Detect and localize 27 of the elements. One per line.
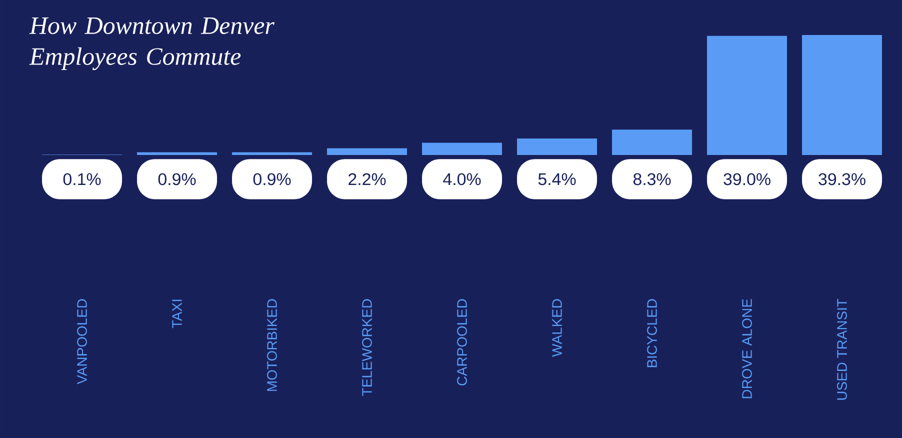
bar [802, 34, 882, 155]
bar [137, 152, 218, 155]
data-label: 39.3% [818, 173, 866, 186]
bar [612, 130, 692, 155]
x-tick-label: VANPOOLED [77, 299, 87, 384]
data-label: 4.0% [443, 173, 481, 186]
bar [422, 142, 502, 155]
data-label: 8.3% [633, 173, 671, 186]
bar [327, 148, 408, 155]
x-tick-label: CARPOOLED [457, 299, 467, 386]
data-label: 39.0% [724, 173, 770, 186]
data-label: 2.2% [348, 173, 386, 186]
bar [232, 152, 312, 155]
data-label: 5.4% [538, 173, 576, 186]
x-tick-label: WALKED [552, 299, 562, 357]
x-tick-label: TELEWORKED [362, 299, 372, 396]
bar [517, 138, 598, 155]
x-tick-label: DROVE ALONE [742, 299, 752, 398]
bar [707, 36, 788, 155]
data-label: 0.1% [63, 173, 101, 186]
data-label: 0.9% [253, 173, 291, 186]
data-label: 0.9% [158, 173, 196, 186]
chart-title: How Downtown Denver Employees Commute [29, 18, 274, 70]
x-tick-label: USED TRANSIT [837, 298, 847, 400]
x-tick-label: BICYCLED [647, 299, 657, 368]
x-tick-label: MOTORBIKED [267, 299, 277, 391]
x-tick-label: TAXI [172, 300, 182, 328]
